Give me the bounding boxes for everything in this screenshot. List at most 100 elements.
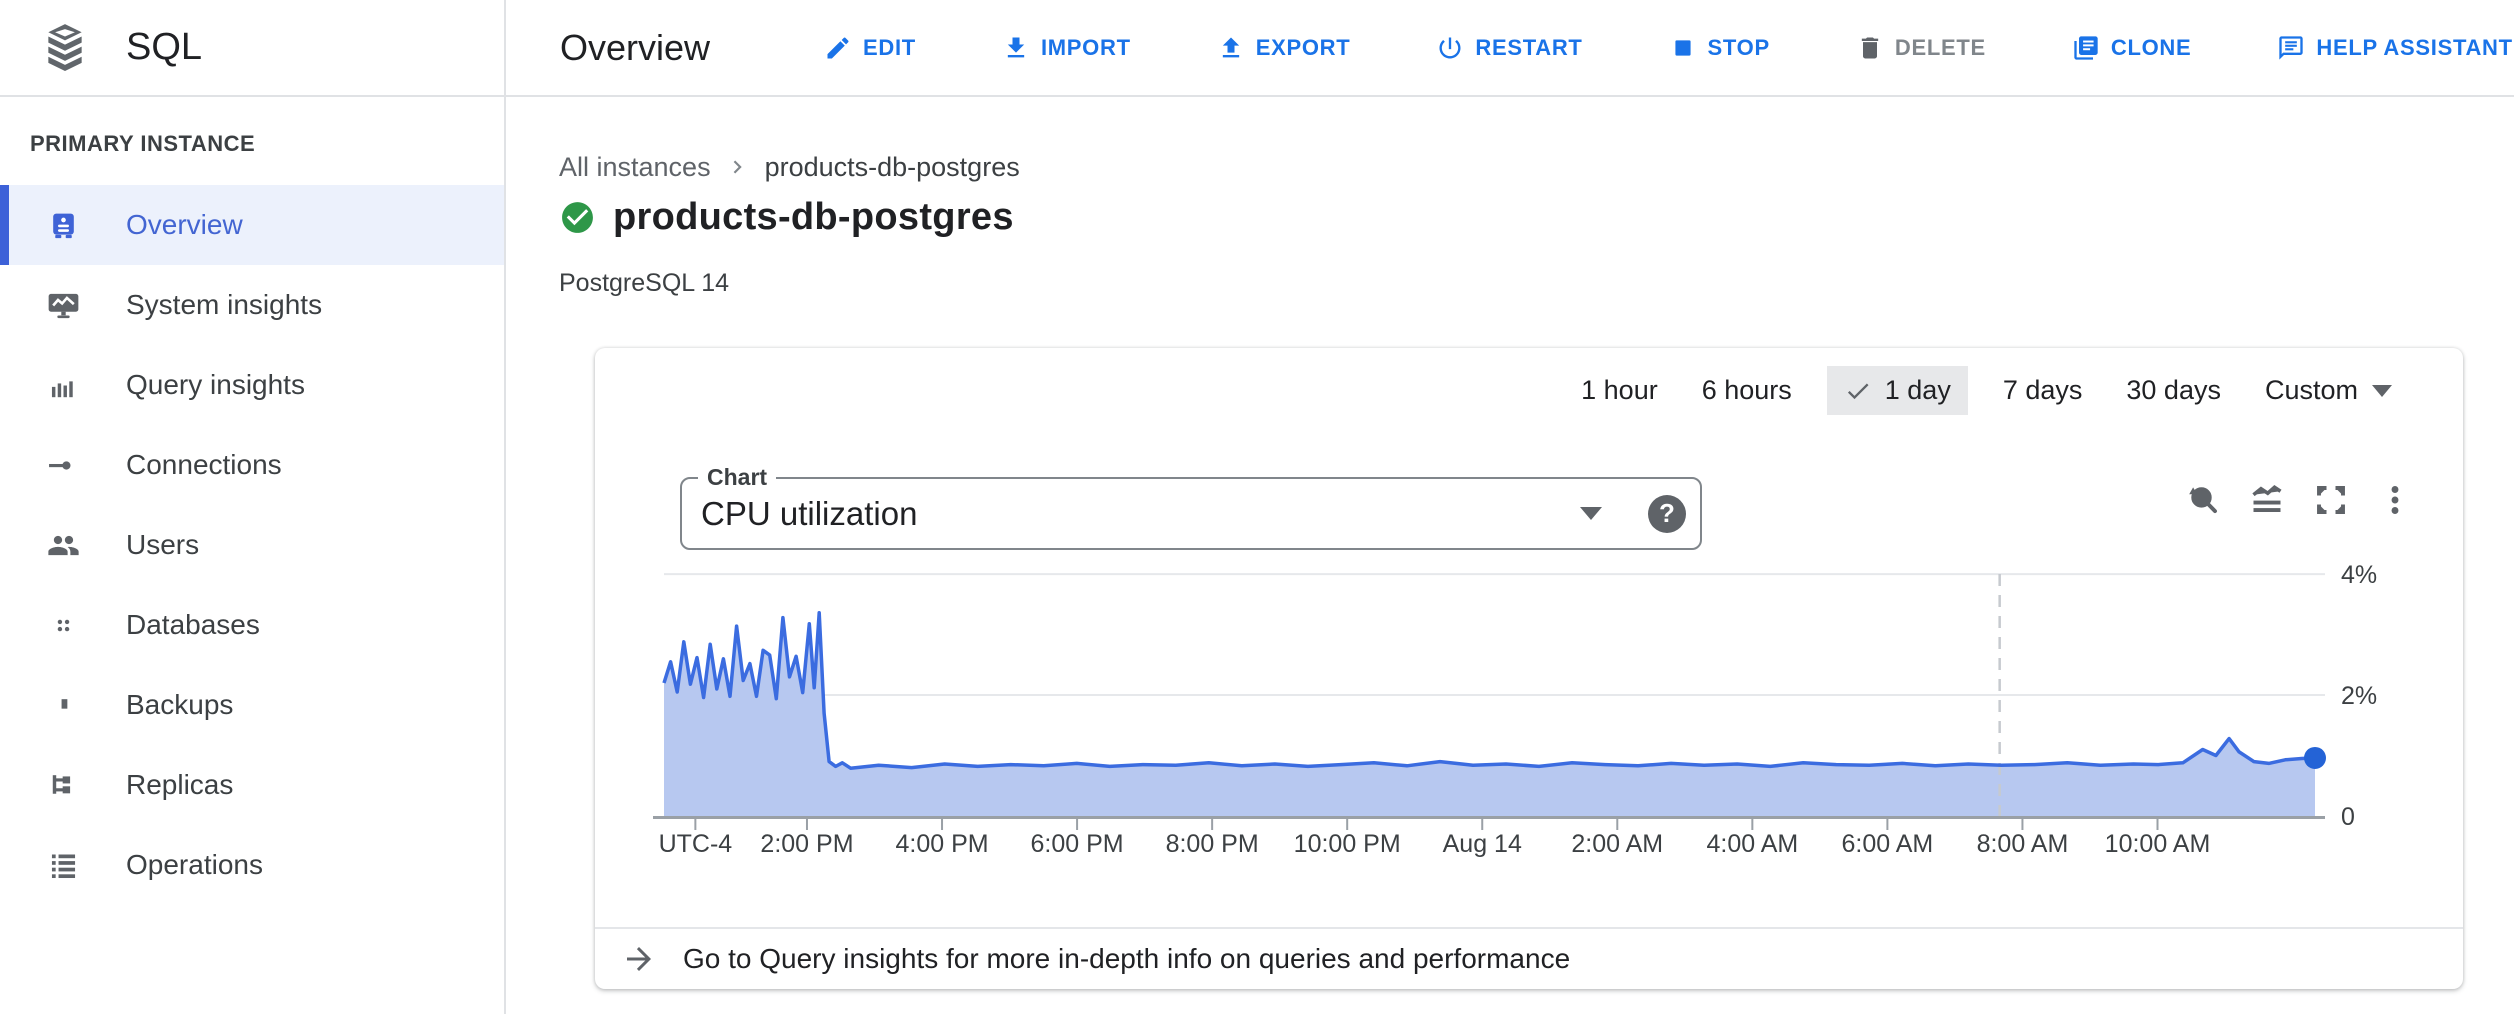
cpu-utilization-chart[interactable]: UTC-4 2:00 PM 4:00 PM 6:00 PM 8:00 PM 10:00 P… (595, 544, 2463, 874)
sidebar-item-label: Query insights (126, 369, 305, 400)
power-icon (1439, 37, 1461, 58)
tab-30-days[interactable]: 30 days (2126, 375, 2221, 405)
export-button[interactable]: EXPORT (1217, 34, 1351, 62)
stop-button[interactable]: STOP (1669, 34, 1770, 62)
sidebar-item-users[interactable]: Users (0, 505, 504, 585)
chat-icon (2279, 35, 2304, 60)
query-insights-icon (44, 369, 82, 402)
cpu-area-fill (664, 612, 2315, 816)
tab-1-hour[interactable]: 1 hour (1581, 375, 1658, 405)
x-axis-label: Aug 14 (1443, 830, 1522, 858)
toolbar-actions: EDIT IMPORT EXPORT RESTART STOP DELETE (824, 34, 2513, 62)
status-ok-icon (559, 199, 596, 236)
tab-7-days[interactable]: 7 days (2002, 375, 2083, 405)
cloud-sql-logo-icon (48, 23, 82, 71)
chart-select-label: Chart (698, 464, 777, 491)
help-assistant-button[interactable]: HELP ASSISTANT (2277, 34, 2512, 62)
overview-icon (44, 209, 82, 242)
x-axis-label: 8:00 PM (1166, 830, 1259, 858)
export-label: EXPORT (1255, 34, 1351, 60)
system-insights-icon (44, 289, 82, 322)
tab-6-hours[interactable]: 6 hours (1701, 375, 1792, 405)
sidebar-item-operations[interactable]: Operations (0, 825, 504, 905)
chart-selected-metric: CPU utilization (701, 494, 918, 532)
sidebar-item-replicas[interactable]: Replicas (0, 745, 504, 825)
x-axis-label: 4:00 PM (895, 830, 988, 858)
x-axis-label: 4:00 AM (1706, 830, 1798, 858)
y-axis-label: 2% (2341, 682, 2377, 710)
x-axis-label: 6:00 AM (1842, 830, 1934, 858)
chart-metric-select[interactable]: Chart CPU utilization ? (680, 464, 1702, 550)
import-button[interactable]: IMPORT (1002, 34, 1131, 62)
breadcrumb-all-instances[interactable]: All instances (559, 152, 711, 182)
databases-icon (44, 609, 82, 642)
sidebar-item-overview[interactable]: Overview (0, 185, 504, 265)
chevron-right-icon (711, 154, 765, 180)
sidebar-item-databases[interactable]: Databases (0, 585, 504, 665)
tab-custom-label: Custom (2264, 375, 2358, 405)
users-icon (44, 529, 82, 562)
pencil-icon (827, 36, 849, 58)
connections-icon (44, 449, 82, 482)
chevron-down-icon (2372, 384, 2392, 397)
breadcrumb: All instances products-db-postgres (559, 151, 2514, 183)
time-range-tabs: 1 hour 6 hours 1 day 7 days 30 days Cust… (1572, 366, 2401, 415)
edit-label: EDIT (863, 34, 916, 60)
main-area: Overview EDIT IMPORT EXPORT RESTART STOP (506, 0, 2514, 1014)
operations-icon (44, 849, 82, 882)
tab-custom[interactable]: Custom (2256, 366, 2401, 415)
edit-button[interactable]: EDIT (824, 34, 916, 62)
help-assistant-label: HELP ASSISTANT (2316, 34, 2513, 60)
instance-name: products-db-postgres (613, 195, 1014, 238)
y-axis-label: 0 (2341, 803, 2355, 831)
sidebar-item-backups[interactable]: Backups (0, 665, 504, 745)
sidebar-item-label: Users (126, 529, 200, 560)
x-axis-label: UTC-4 (659, 830, 733, 858)
tab-1-day[interactable]: 1 day (1826, 366, 1968, 415)
restart-button[interactable]: RESTART (1436, 34, 1582, 62)
delete-button[interactable]: DELETE (1856, 34, 1986, 62)
instance-title-row: products-db-postgres (559, 191, 2514, 243)
sidebar: SQL PRIMARY INSTANCE Overview System ins… (0, 0, 506, 1014)
sidebar-section-label: PRIMARY INSTANCE (30, 131, 256, 156)
sidebar-item-label: Backups (126, 689, 234, 720)
sidebar-item-system-insights[interactable]: System insights (0, 265, 504, 345)
replicas-icon (44, 769, 82, 802)
x-axis-label: 8:00 AM (1977, 830, 2069, 858)
chart-toolbar (2179, 476, 2419, 524)
import-label: IMPORT (1040, 34, 1131, 60)
sidebar-item-label: Databases (126, 609, 260, 640)
x-axis-label: 10:00 AM (2105, 830, 2211, 858)
clone-button[interactable]: CLONE (2072, 34, 2192, 62)
x-axis-label: 6:00 PM (1031, 830, 1124, 858)
x-axis-label: 2:00 PM (760, 830, 853, 858)
restart-label: RESTART (1475, 34, 1583, 60)
dropdown-arrow-icon (1580, 507, 1602, 520)
delete-label: DELETE (1894, 34, 1986, 60)
x-axis-label: 2:00 AM (1571, 830, 1663, 858)
sidebar-item-query-insights[interactable]: Query insights (0, 345, 504, 425)
query-insights-link[interactable]: Go to Query insights for more in-depth i… (595, 927, 2463, 989)
y-axis-label: 4% (2341, 561, 2377, 589)
sidebar-item-connections[interactable]: Connections (0, 425, 504, 505)
metrics-card: 1 hour 6 hours 1 day 7 days 30 days Cust… (595, 348, 2463, 989)
breadcrumb-current: products-db-postgres (764, 152, 1020, 182)
sidebar-header: SQL (0, 0, 504, 97)
help-icon[interactable]: ? (1648, 494, 1686, 533)
trash-icon (1861, 37, 1879, 58)
copy-icon (2074, 35, 2098, 60)
sidebar-nav: Overview System insights Query insights … (0, 185, 504, 905)
page-toolbar: Overview EDIT IMPORT EXPORT RESTART STOP (506, 0, 2514, 97)
content-area: All instances products-db-postgres produ… (506, 97, 2514, 1014)
arrow-forward-icon (621, 941, 657, 977)
latest-value-dot (2304, 746, 2326, 769)
x-axis-label: 10:00 PM (1294, 830, 1401, 858)
download-icon (1007, 37, 1025, 57)
fullscreen-icon[interactable] (2307, 476, 2355, 524)
zoom-reset-icon[interactable] (2179, 476, 2227, 524)
more-vert-icon[interactable] (2371, 476, 2419, 524)
sidebar-item-label: Replicas (126, 769, 234, 800)
sidebar-item-label: Operations (126, 849, 263, 880)
area-chart-icon[interactable] (2243, 476, 2291, 524)
sidebar-item-label: Overview (126, 209, 243, 240)
